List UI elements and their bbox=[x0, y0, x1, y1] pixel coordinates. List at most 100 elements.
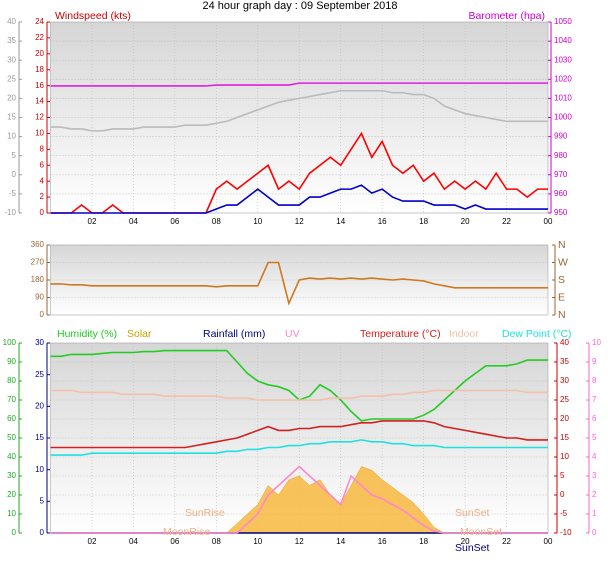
x-tick-label: 18 bbox=[419, 217, 428, 226]
y-tick-label: 6 bbox=[40, 160, 45, 169]
y3-tick-label: 15 bbox=[7, 113, 16, 122]
y2-tick-label: N bbox=[558, 239, 566, 251]
y2-tick-label: E bbox=[558, 291, 565, 303]
line-series bbox=[50, 89, 548, 132]
y2-tick-label: 20 bbox=[560, 414, 569, 423]
y-tick-label: 70 bbox=[7, 395, 16, 404]
x-tick-label: 04 bbox=[129, 537, 138, 546]
y3-tick-label: 30 bbox=[7, 55, 16, 64]
annotation: MoonRise bbox=[163, 526, 210, 538]
x-tick-label: 08 bbox=[212, 217, 221, 226]
x-tick-label: 02 bbox=[88, 537, 97, 546]
y3-tick-label: 0 bbox=[12, 170, 17, 179]
y2-tick-label: 1040 bbox=[554, 36, 572, 45]
y3-tick-label: 35 bbox=[7, 36, 16, 45]
y3-tick-label: 0 bbox=[40, 528, 45, 537]
y4-tick-label: 4 bbox=[592, 452, 597, 461]
line-series bbox=[50, 420, 548, 449]
x-tick-label: 12 bbox=[295, 537, 304, 546]
y-tick-label: 0 bbox=[40, 310, 45, 319]
y4-tick-label: 8 bbox=[592, 376, 597, 385]
y4-tick-label: 7 bbox=[592, 395, 597, 404]
y-tick-label: 16 bbox=[35, 81, 44, 90]
y3-tick-label: -10 bbox=[4, 208, 16, 217]
y2-tick-label: 1020 bbox=[554, 74, 572, 83]
legend-entry: Dew Point (°C) bbox=[502, 328, 572, 340]
y2-tick-label: 15 bbox=[560, 433, 569, 442]
y-tick-label: 14 bbox=[35, 97, 44, 106]
y-tick-label: 360 bbox=[31, 240, 45, 249]
y-tick-label: 20 bbox=[7, 490, 16, 499]
y3-tick-label: 5 bbox=[12, 151, 17, 160]
x-tick-label: 08 bbox=[212, 537, 221, 546]
y-tick-label: 90 bbox=[35, 293, 44, 302]
chart-title: 24 hour graph day : 09 September 2018 bbox=[202, 0, 397, 12]
y-tick-label: 22 bbox=[35, 33, 44, 42]
y2-tick-label: -10 bbox=[560, 528, 572, 537]
x-tick-label: 10 bbox=[253, 217, 262, 226]
x-tick-label: 02 bbox=[88, 217, 97, 226]
y2-tick-label: N bbox=[558, 309, 566, 321]
annotation: MoonSet bbox=[460, 526, 502, 538]
y2-tick-label: 35 bbox=[560, 357, 569, 366]
y2-tick-label: 980 bbox=[554, 151, 568, 160]
y2-tick-label: 0 bbox=[560, 490, 565, 499]
y2-tick-label: -5 bbox=[560, 509, 568, 518]
y2-tick-label: 25 bbox=[560, 395, 569, 404]
legend-entry: Indoor bbox=[449, 328, 479, 340]
y-tick-label: 20 bbox=[35, 49, 44, 58]
y2-tick-label: 1010 bbox=[554, 94, 572, 103]
x-tick-label: 16 bbox=[378, 217, 387, 226]
legend-entry: Rainfall (mm) bbox=[203, 328, 265, 340]
x-tick-label: 06 bbox=[170, 537, 179, 546]
line-series bbox=[50, 184, 548, 214]
legend-entry: Solar bbox=[127, 328, 152, 340]
y4-tick-label: 3 bbox=[592, 471, 597, 480]
y2-tick-label: 40 bbox=[560, 338, 569, 347]
x-tick-label: 04 bbox=[129, 217, 138, 226]
y3-tick-label: 20 bbox=[7, 94, 16, 103]
x-tick-label: 12 bbox=[295, 217, 304, 226]
x-tick-label: 22 bbox=[502, 217, 511, 226]
line-series bbox=[50, 389, 548, 401]
y4-tick-label: 2 bbox=[592, 490, 597, 499]
line-series bbox=[50, 465, 548, 534]
annotation: SunSet bbox=[455, 542, 490, 554]
y-tick-label: 12 bbox=[35, 113, 44, 122]
y-tick-label: 2 bbox=[40, 192, 45, 201]
x-tick-label: 22 bbox=[502, 537, 511, 546]
y2-tick-label: 990 bbox=[554, 132, 568, 141]
y-tick-label: 0 bbox=[12, 528, 17, 537]
x-tick-label: 14 bbox=[336, 217, 345, 226]
x-tick-label: 18 bbox=[419, 537, 428, 546]
y4-tick-label: 5 bbox=[592, 433, 597, 442]
y-tick-label: 80 bbox=[7, 376, 16, 385]
legend-entry: Humidity (%) bbox=[57, 328, 117, 340]
y3-tick-label: 10 bbox=[35, 465, 44, 474]
y-tick-label: 180 bbox=[31, 275, 45, 284]
y2-tick-label: 1050 bbox=[554, 17, 572, 26]
x-tick-label: 10 bbox=[253, 537, 262, 546]
y3-tick-label: 5 bbox=[40, 496, 45, 505]
y-tick-label: 90 bbox=[7, 357, 16, 366]
x-tick-label: 20 bbox=[461, 217, 470, 226]
y2-tick-label: 30 bbox=[560, 376, 569, 385]
x-tick-label: 00 bbox=[544, 537, 553, 546]
y-tick-label: 10 bbox=[7, 509, 16, 518]
y4-tick-label: 0 bbox=[592, 528, 597, 537]
y-tick-label: 10 bbox=[35, 129, 44, 138]
y3-tick-label: 15 bbox=[35, 433, 44, 442]
y2-tick-label: 5 bbox=[560, 471, 565, 480]
y2-tick-label: 950 bbox=[554, 208, 568, 217]
y3-tick-label: 25 bbox=[7, 74, 16, 83]
x-tick-label: 00 bbox=[544, 217, 553, 226]
annotation: SunSet bbox=[455, 507, 490, 519]
y-tick-label: 60 bbox=[7, 414, 16, 423]
legend-entry: UV bbox=[285, 328, 300, 340]
y-tick-label: 100 bbox=[3, 338, 17, 347]
y-tick-label: 24 bbox=[35, 17, 44, 26]
line-series bbox=[50, 82, 548, 87]
y2-tick-label: 960 bbox=[554, 189, 568, 198]
line-series bbox=[50, 261, 548, 306]
